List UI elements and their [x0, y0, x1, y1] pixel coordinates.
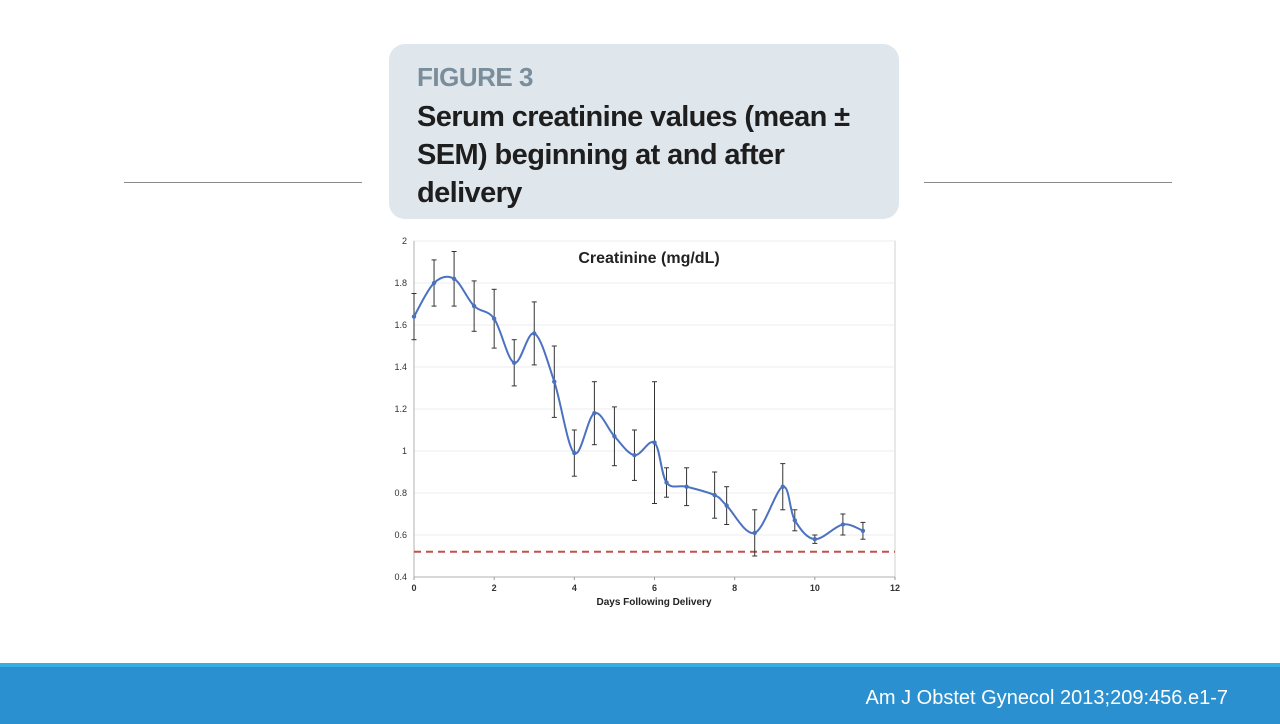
- x-tick-label: 2: [492, 583, 497, 593]
- data-point: [451, 276, 457, 281]
- data-points: [411, 276, 866, 542]
- divider-right: [924, 182, 1172, 183]
- x-tick-label: 12: [890, 583, 900, 593]
- x-axis-label: Days Following Delivery: [596, 597, 711, 608]
- data-point: [780, 484, 785, 489]
- y-tick-labels: 0.4 0.6 0.8 1 1.2 1.4 1.6 1.8 2: [394, 236, 407, 582]
- data-point: [684, 484, 689, 489]
- data-point: [532, 331, 537, 336]
- y-tick-label: 0.8: [394, 488, 407, 498]
- data-point: [592, 411, 597, 416]
- data-point: [552, 379, 557, 384]
- chart-title: Creatinine (mg/dL): [578, 250, 719, 267]
- data-point: [752, 530, 757, 536]
- y-tick-label: 0.6: [394, 530, 407, 540]
- data-point: [860, 528, 866, 533]
- x-tick-label: 6: [652, 583, 657, 593]
- x-tick-labels: 0 2 4 6 8 10 12: [411, 577, 900, 593]
- y-tick-label: 1.8: [394, 278, 407, 288]
- data-point: [792, 518, 797, 523]
- y-tick-label: 0.4: [394, 572, 407, 582]
- data-point: [411, 314, 417, 319]
- y-tick-label: 1.6: [394, 320, 407, 330]
- data-point: [632, 453, 637, 458]
- y-tick-label: 2: [402, 236, 407, 246]
- data-point: [712, 492, 717, 498]
- y-tick-label: 1.4: [394, 362, 407, 372]
- creatinine-chart: 0.4 0.6 0.8 1 1.2 1.4 1.6 1.8 2 0 2 4 6 8 10 12 Creati…: [394, 236, 900, 608]
- data-point: [431, 280, 437, 286]
- y-tick-label: 1: [402, 446, 407, 456]
- footer-bar: Am J Obstet Gynecol 2013;209:456.e1-7: [0, 663, 1280, 724]
- data-point: [572, 450, 577, 456]
- figure-title-box: FIGURE 3 Serum creatinine values (mean ±…: [389, 44, 899, 219]
- y-tick-label: 1.2: [394, 404, 407, 414]
- data-point: [491, 316, 497, 321]
- x-tick-label: 0: [411, 583, 416, 593]
- divider-left: [124, 182, 362, 183]
- x-tick-label: 8: [732, 583, 737, 593]
- data-point: [664, 480, 669, 485]
- data-point: [812, 537, 818, 542]
- citation: Am J Obstet Gynecol 2013;209:456.e1-7: [865, 687, 1228, 709]
- data-point: [724, 503, 729, 508]
- data-point: [652, 440, 657, 445]
- figure-label: FIGURE 3: [417, 62, 533, 92]
- figure-title: Serum creatinine values (mean ± SEM) beg…: [417, 101, 850, 209]
- x-tick-label: 4: [572, 583, 577, 593]
- x-tick-label: 10: [810, 583, 820, 593]
- data-point: [840, 522, 846, 527]
- data-point: [471, 303, 477, 309]
- data-point: [612, 434, 617, 439]
- data-point: [512, 360, 517, 365]
- chart-container: 0.4 0.6 0.8 1 1.2 1.4 1.6 1.8 2 0 2 4 6 8 10 12 Creati…: [385, 230, 905, 610]
